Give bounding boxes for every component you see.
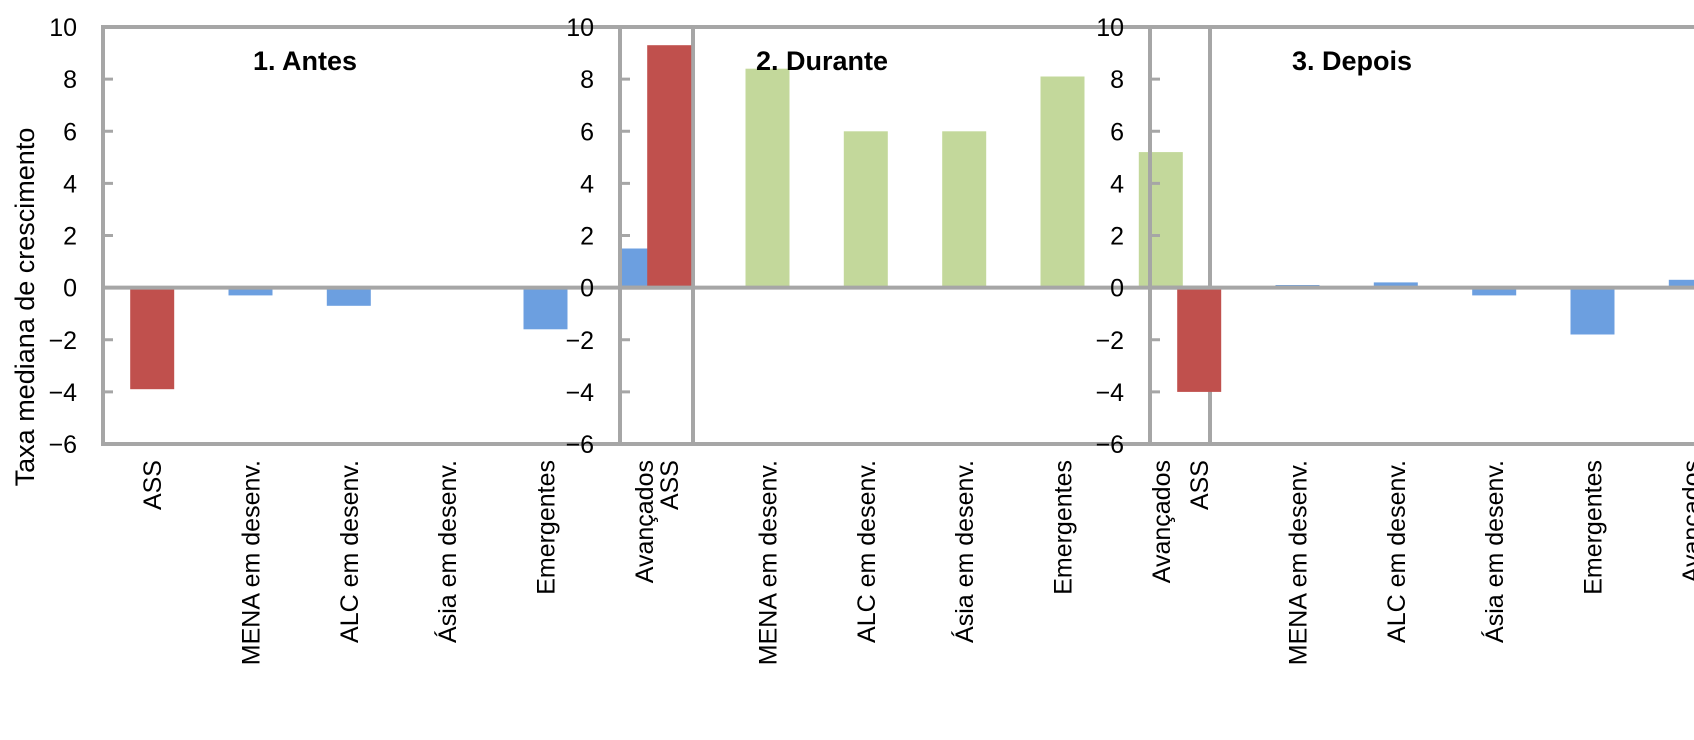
plot-frame [1148,25,1694,446]
y-tick-label: 10 [1096,14,1124,42]
y-tick-label: 8 [63,66,77,94]
category-label: ASS [1186,460,1214,510]
category-label: MENA em desenv. [238,460,266,665]
y-axis-title: Taxa mediana de crescimento [10,128,40,487]
y-tick-label: 2 [63,223,77,251]
category-label: Ásia em desenv. [1480,460,1509,643]
category-label: MENA em desenv. [755,460,783,665]
bar-1 [130,287,175,390]
y-tick-label: −4 [565,379,594,407]
bar-3 [326,287,371,306]
y-tick-label: −2 [48,327,77,355]
y-tick-label: 4 [580,170,594,198]
category-label: Avançados [631,460,659,583]
chart-panel-2: 10 8 6 4 2 0 −2 −4 −6 ASS MENA em desenv. ALC em de… [565,14,1212,665]
y-tick-label: 0 [1110,275,1124,303]
y-tick-label: −4 [48,379,77,407]
category-label: Emergentes [1050,460,1078,595]
bar-5 [1570,287,1615,335]
y-tick-label: −6 [565,431,594,459]
category-label: Avançados [1148,460,1176,583]
category-label: Emergentes [1580,460,1608,595]
category-label: Ásia em desenv. [433,460,462,643]
y-tick-label: −2 [565,327,594,355]
y-tick-label: 4 [63,170,77,198]
category-label: MENA em desenv. [1285,460,1313,665]
y-tick-label: −6 [1095,431,1124,459]
y-tick-label: 10 [566,14,594,42]
bar-4 [942,131,987,288]
category-label: ASS [656,460,684,510]
y-tick-label: 2 [1110,223,1124,251]
chart-panel-1: 10 8 6 4 2 0 −2 −4 −6 ASS MENA em desenv. ALC em de… [10,14,695,665]
y-tick-label: −2 [1095,327,1124,355]
y-tick-label: 2 [580,223,594,251]
bar-1 [1177,287,1222,392]
y-tick-label: 8 [580,66,594,94]
panel-title: 2. Durante [756,46,888,76]
y-tick-label: 6 [63,118,77,146]
chart-panel-3: 10 8 6 4 2 0 −2 −4 −6 ASS MENA em desenv. ALC em de… [1095,14,1694,665]
bar-3 [1373,282,1418,288]
bar-6 [1138,152,1183,288]
category-label: Ásia em desenv. [950,460,979,643]
y-tick-label: 0 [580,275,594,303]
bar-4 [1472,287,1517,296]
bar-2 [228,287,273,296]
y-tick-label: 10 [49,14,77,42]
category-label: Avançados [1678,460,1694,583]
category-label: Emergentes [533,460,561,595]
panel-title: 1. Antes [253,46,357,76]
category-label: ALC em desenv. [1383,460,1411,643]
panel-title: 3. Depois [1292,46,1412,76]
y-tick-label: 4 [1110,170,1124,198]
category-label: ALC em desenv. [853,460,881,643]
plot-frame [101,25,695,446]
category-label: ASS [139,460,167,510]
bar-1 [647,45,692,288]
y-tick-label: −4 [1095,379,1124,407]
bar-5 [523,287,568,330]
y-tick-label: 8 [1110,66,1124,94]
bar-3 [843,131,888,288]
y-tick-label: 6 [580,118,594,146]
bar-5 [1040,76,1085,288]
y-tick-label: 6 [1110,118,1124,146]
bar-2 [745,68,790,288]
y-tick-label: −6 [48,431,77,459]
category-label: ALC em desenv. [336,460,364,643]
bar-6 [1668,279,1694,288]
y-tick-label: 0 [63,275,77,303]
